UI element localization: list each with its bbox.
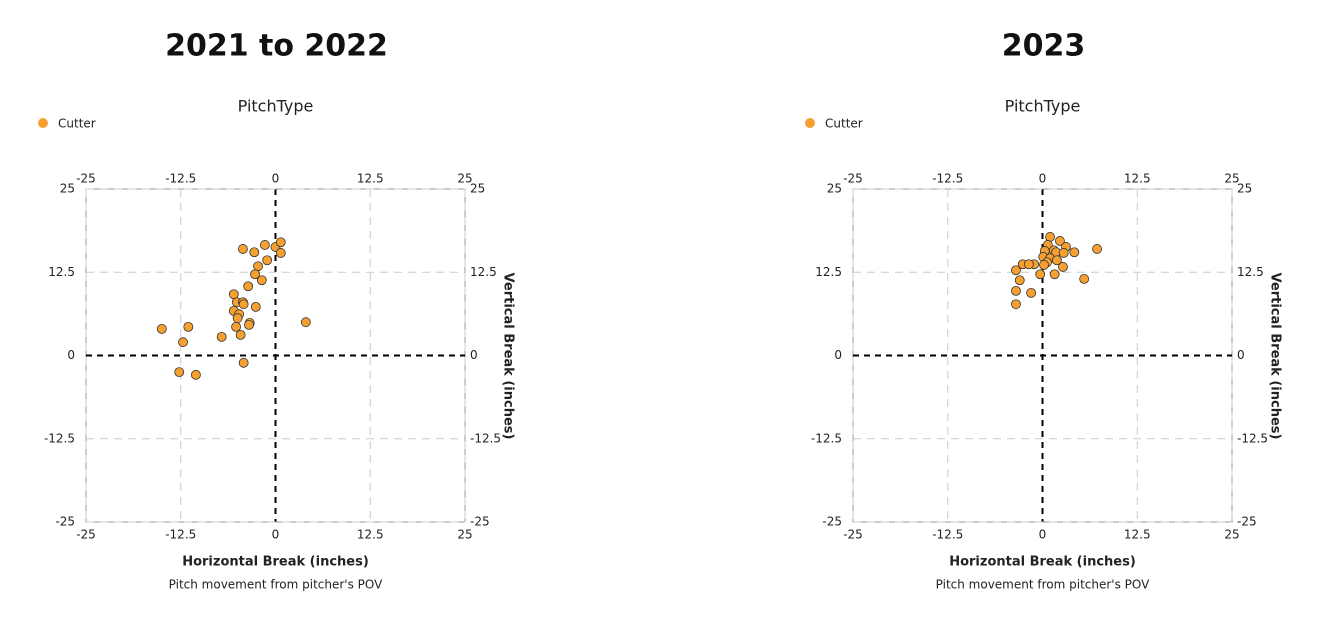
x-tick-label: 25 [457,528,472,542]
data-point [256,275,267,286]
legend-marker [805,118,815,128]
legend-marker [38,118,48,128]
y-tick-label: -12.5 [470,431,501,445]
chart-title: 2023 [1002,29,1086,64]
data-point [1014,275,1025,286]
x-tick-label: 25 [457,172,472,186]
y-tick-label: 0 [1237,348,1245,362]
data-point [249,247,260,258]
data-point [156,323,167,334]
y-tick-label: 12.5 [815,265,842,279]
y-tick-label: 25 [60,182,75,196]
data-point [243,281,254,292]
y-tick-label: -25 [822,515,842,529]
y-tick-label: -25 [1237,515,1257,529]
x-tick-label: -12.5 [932,172,963,186]
x-tick-label: -25 [843,172,863,186]
data-point [235,329,246,340]
x-tick-label: 0 [1039,528,1047,542]
x-axis-title: Horizontal Break (inches) [949,555,1136,570]
x-tick-label: 0 [1039,172,1047,186]
legend-title: PitchType [1005,97,1081,116]
x-tick-label: 25 [1224,172,1239,186]
x-axis-title: Horizontal Break (inches) [182,555,369,570]
data-point [275,237,286,248]
x-tick-label: 12.5 [1124,172,1151,186]
y-tick-label: -25 [55,515,75,529]
y-tick-label: 25 [470,182,485,196]
data-point [1011,299,1021,310]
x-tick-label: -25 [76,528,96,542]
y-tick-label: 12.5 [1237,265,1264,279]
data-point [232,313,243,324]
data-point [1079,274,1090,284]
x-tick-label: -12.5 [165,528,196,542]
legend-title: PitchType [238,97,314,116]
x-tick-label: 25 [1224,528,1239,542]
y-tick-label: -25 [470,515,490,529]
data-point [300,317,311,328]
data-point [238,244,248,254]
data-point [275,248,286,258]
data-point [1045,232,1055,242]
x-tick-label: 12.5 [357,172,384,186]
legend-label: Cutter [58,117,96,131]
y-tick-label: -12.5 [811,431,842,445]
x-tick-label: 12.5 [1124,528,1151,542]
y-axis-title: Vertical Break (inches) [1268,273,1283,440]
x-tick-label: -25 [76,172,96,186]
data-point [259,240,270,250]
data-point [1011,265,1021,276]
x-tick-label: -12.5 [165,172,196,186]
data-point [174,367,185,378]
chart-title: 2021 to 2022 [165,29,388,64]
data-point [1035,269,1046,280]
data-point [1039,260,1049,270]
legend-label: Cutter [825,117,863,131]
data-point [231,321,241,332]
data-point [1026,287,1037,298]
x-tick-label: -25 [843,528,863,542]
y-tick-label: -12.5 [44,431,75,445]
data-point [1049,269,1060,280]
data-point [178,337,188,348]
y-axis-title: Vertical Break (inches) [501,273,516,440]
x-tick-label: 12.5 [357,528,384,542]
y-tick-label: 12.5 [48,265,75,279]
data-point [191,369,201,380]
caption: Pitch movement from pitcher's POV [936,578,1150,592]
data-point [1092,244,1102,254]
data-point [1055,236,1065,246]
x-tick-label: 0 [272,528,280,542]
caption: Pitch movement from pitcher's POV [169,578,383,592]
y-tick-label: 12.5 [470,265,497,279]
data-point [250,269,260,280]
data-point [1052,255,1062,266]
data-point [238,357,249,368]
data-point [183,321,194,332]
data-point [1058,262,1068,272]
data-point [262,255,273,266]
data-point [216,331,227,342]
data-point [1023,259,1034,270]
y-tick-label: -12.5 [1237,431,1268,445]
data-point [1058,248,1069,258]
y-tick-label: 0 [470,348,478,362]
data-point [244,319,254,330]
data-point [250,301,261,312]
y-tick-label: 0 [834,348,842,362]
y-tick-label: 25 [827,182,842,196]
data-point [1011,285,1021,296]
x-tick-label: 0 [272,172,280,186]
y-tick-label: 0 [67,348,75,362]
data-point [238,299,249,310]
x-tick-label: -12.5 [932,528,963,542]
y-tick-label: 25 [1237,182,1252,196]
data-point [1069,247,1080,258]
